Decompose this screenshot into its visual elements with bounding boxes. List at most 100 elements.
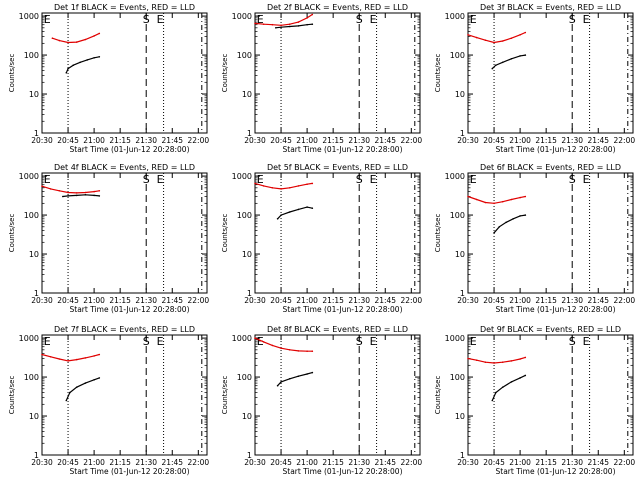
x-tick-label: 21:30 [348,296,370,305]
chart-title: Det 9f BLACK = Events, RED = LLD [480,325,621,334]
data-point [493,362,495,364]
event-marker-label: S [143,173,150,186]
x-tick-label: 21:45 [374,136,396,145]
data-point [288,25,291,28]
data-point [93,355,95,357]
x-tick-label: 21:45 [587,296,609,305]
data-point [98,377,101,379]
data-point [306,206,308,208]
event-marker-label: S [569,13,576,26]
data-point [62,195,64,198]
x-tick-label: 20:45 [270,458,292,467]
x-axis-label: Start Time (01-Jun-12 20:28:00) [496,305,616,314]
x-tick-label: 20:45 [270,296,292,305]
x-tick-label: 20:30 [31,458,53,467]
data-point [280,381,282,383]
data-point [467,195,469,198]
y-tick-label: 1 [460,289,465,298]
plot-frame [254,12,421,134]
series-line-lld [467,356,526,364]
x-tick-label: 21:45 [587,136,609,145]
data-point [254,182,256,185]
x-tick-label: 22:00 [401,136,423,145]
x-tick-label: 21:30 [561,458,583,467]
data-point [79,61,81,64]
data-point [512,218,514,220]
y-axis-label: Counts/sec [434,54,442,93]
data-point [501,200,504,203]
data-point [65,399,68,402]
x-tick-label: 21:30 [561,136,583,145]
y-tick-label: 1 [247,451,252,460]
event-marker-label: E [44,13,51,26]
data-point [491,399,494,402]
data-point [58,39,61,42]
x-tick-label: 21:00 [296,136,318,145]
data-point [93,35,95,37]
data-point [280,214,282,216]
y-tick-label: 10 [29,412,39,421]
series-line-events [493,214,526,234]
x-tick-label: 20:45 [57,136,79,145]
x-tick-label: 20:30 [31,296,53,305]
chart-panel-8: Det 8f BLACK = Events, RED = LLD 1 10 100 10… [221,325,422,476]
y-tick-label: 100 [450,51,465,60]
chart-panel-1: Det 1f BLACK = Events, RED = LLD 1 10 100 10… [8,3,209,154]
data-point [524,374,527,377]
data-point [84,38,87,41]
y-tick-label: 1000 [232,12,252,21]
data-point [84,382,87,384]
series-line-lld [41,353,100,362]
data-point [501,61,504,64]
data-point [493,202,495,205]
data-point [288,211,291,213]
data-point [495,64,497,66]
data-point [519,55,521,57]
x-tick-label: 20:45 [483,296,505,305]
data-point [524,214,527,216]
x-tick-label: 21:00 [509,296,531,305]
data-point [98,56,101,58]
y-tick-label: 1 [460,129,465,138]
x-tick-label: 21:00 [509,136,531,145]
x-tick-label: 21:00 [296,296,318,305]
data-point [93,194,95,197]
data-point [84,191,87,194]
data-point [475,36,478,39]
data-point [275,27,277,29]
data-point [311,182,314,185]
data-point [280,26,282,29]
data-point [98,353,101,356]
x-tick-label: 22:00 [188,136,210,145]
data-point [262,23,265,26]
y-tick-label: 1 [460,451,465,460]
data-point [288,23,291,26]
y-axis-label: Counts/sec [8,214,16,253]
x-tick-label: 20:30 [457,296,479,305]
y-tick-label: 1000 [19,334,39,343]
data-point [84,357,87,359]
data-point [510,360,513,362]
data-point [306,17,308,19]
chart-panel-3: Det 3f BLACK = Events, RED = LLD 1 10 100 10… [434,3,635,154]
x-tick-label: 21:00 [296,458,318,467]
x-tick-label: 21:15 [535,136,557,145]
series-line-events [277,206,313,220]
data-point [306,23,308,26]
series-line-events [62,194,100,198]
data-point [254,337,256,339]
y-tick-label: 100 [450,211,465,220]
chart-panel-9: Det 9f BLACK = Events, RED = LLD 1 10 100 10… [434,325,635,476]
y-tick-label: 1000 [232,334,252,343]
data-point [276,384,279,387]
data-point [467,34,469,36]
data-point [491,67,494,70]
data-point [505,221,508,224]
event-marker-label: S [143,335,150,348]
y-tick-label: 100 [24,373,39,382]
x-tick-label: 21:15 [109,136,131,145]
data-point [58,190,61,192]
series-line-lld [467,195,526,204]
event-marker-label: E [370,335,377,348]
y-tick-label: 1000 [445,172,465,181]
